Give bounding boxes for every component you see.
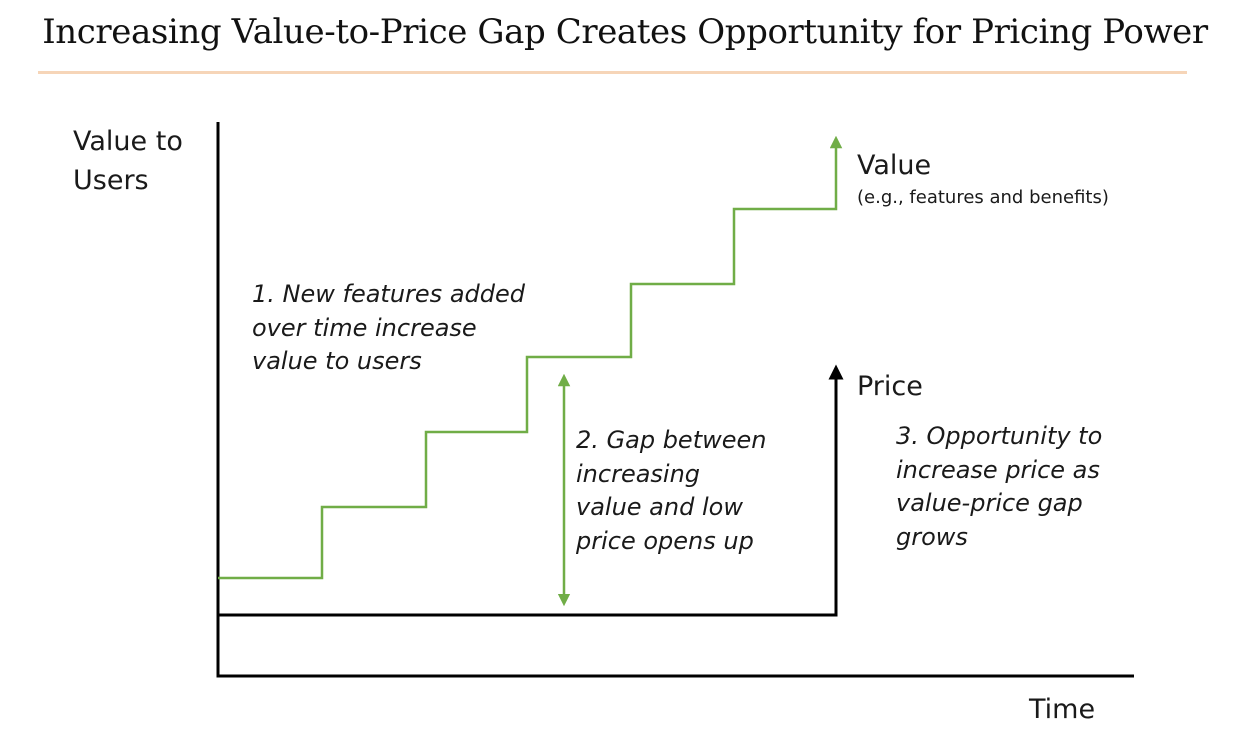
value-note: (e.g., features and benefits) — [857, 187, 1109, 208]
annotation-line: price opens up — [576, 526, 754, 555]
annotation-line: increasing — [576, 459, 701, 488]
value-label: Value — [857, 150, 932, 181]
annotation-opportunity: 3. Opportunity to increase price as valu… — [896, 420, 1102, 554]
annotation-line: value to users — [252, 347, 422, 375]
annotation-line: increase price as — [896, 455, 1100, 484]
annotation-line: 1. New features added — [252, 280, 525, 308]
annotation-line: value and low — [576, 493, 743, 521]
annotation-gap: 2. Gap between increasing value and low … — [576, 424, 766, 558]
annotation-line: 3. Opportunity to — [896, 422, 1103, 450]
title-divider — [38, 71, 1187, 74]
annotation-line: 2. Gap between — [576, 426, 767, 454]
y-axis-label: Value to Users — [73, 122, 183, 200]
price-label: Price — [857, 371, 923, 402]
price-line — [218, 364, 844, 617]
annotation-line: over time increase — [252, 313, 477, 342]
diagram-title: Increasing Value-to-Price Gap Creates Op… — [42, 12, 1208, 52]
annotation-new-features: 1. New features added over time increase… — [252, 278, 525, 379]
value-staircase — [218, 135, 843, 580]
y-axis-label-line: Value to — [73, 126, 183, 157]
annotation-line: grows — [896, 522, 968, 551]
y-axis-label-line: Users — [73, 165, 149, 196]
annotation-line: value-price gap — [896, 489, 1083, 517]
x-axis-label: Time — [1029, 694, 1096, 725]
